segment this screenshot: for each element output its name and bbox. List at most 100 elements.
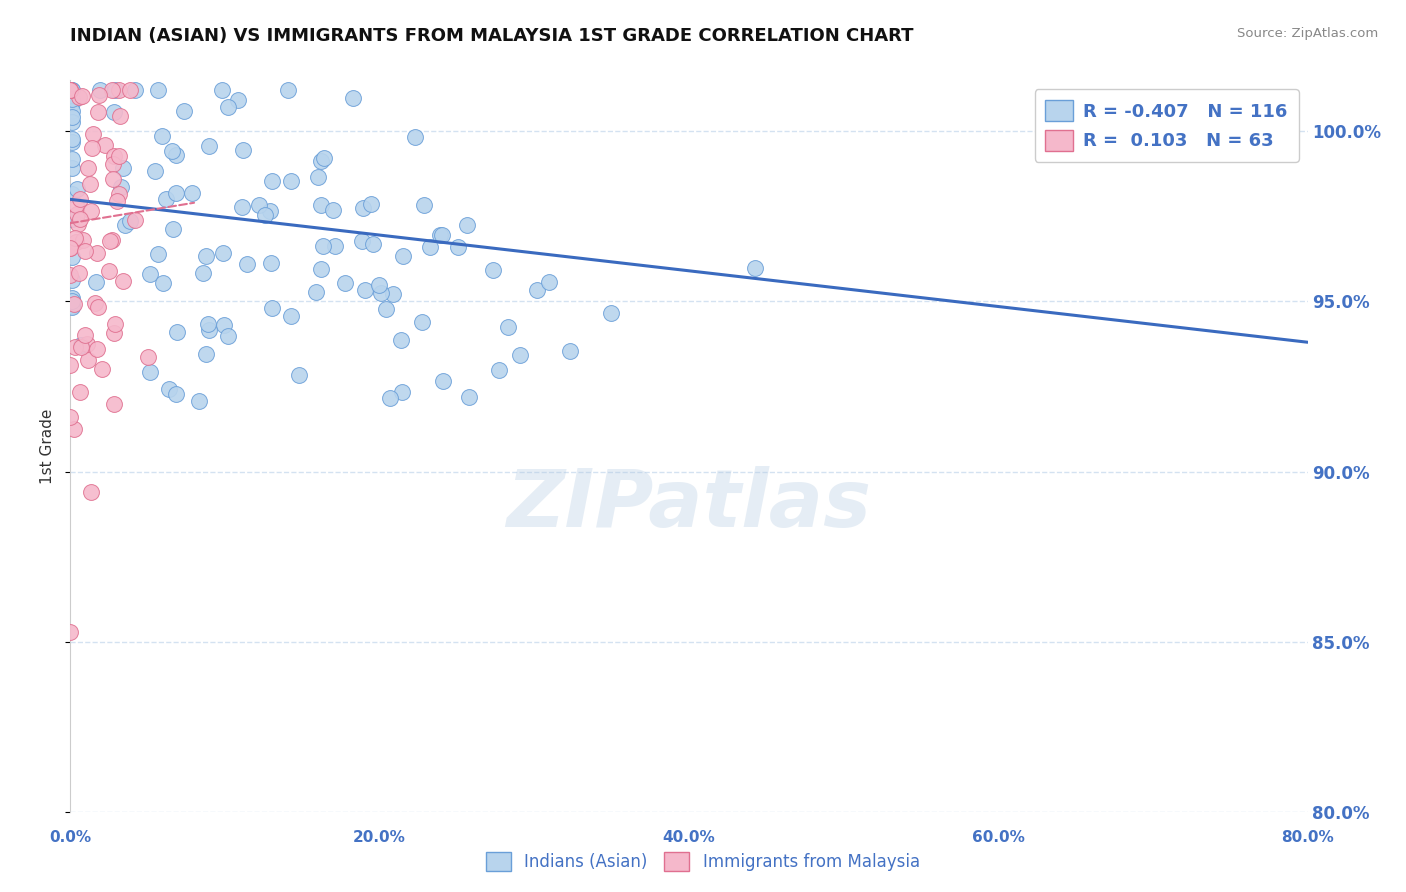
Point — [352, 234, 374, 248]
Point — [60, 135, 83, 149]
Point — [103, 149, 125, 163]
Point — [280, 173, 302, 187]
Point — [91, 362, 114, 376]
Point — [84, 275, 107, 289]
Point — [104, 317, 127, 331]
Point — [231, 200, 253, 214]
Point — [98, 235, 121, 249]
Point — [65, 198, 87, 212]
Point — [104, 83, 127, 97]
Point — [212, 318, 235, 333]
Point — [262, 174, 284, 188]
Point — [75, 244, 97, 259]
Point — [526, 283, 548, 297]
Point — [118, 213, 141, 227]
Point — [108, 149, 131, 163]
Point — [103, 326, 125, 340]
Point — [59, 241, 82, 255]
Point — [63, 422, 86, 436]
Point — [59, 624, 82, 639]
Point — [150, 128, 173, 143]
Point — [103, 157, 125, 171]
Point — [146, 83, 169, 97]
Point — [162, 222, 184, 236]
Point — [60, 131, 83, 145]
Point — [411, 315, 433, 329]
Point — [69, 192, 91, 206]
Point — [86, 246, 108, 260]
Y-axis label: 1st Grade: 1st Grade — [39, 409, 55, 483]
Point — [108, 109, 131, 123]
Point — [100, 83, 122, 97]
Point — [323, 238, 346, 252]
Point — [80, 204, 103, 219]
Point — [89, 83, 111, 97]
Point — [59, 409, 82, 424]
Point — [70, 338, 93, 352]
Point — [114, 219, 136, 233]
Point — [60, 211, 83, 226]
Point — [165, 387, 187, 401]
Point — [191, 266, 214, 280]
Point — [195, 346, 218, 360]
Text: INDIAN (ASIAN) VS IMMIGRANTS FROM MALAYSIA 1ST GRADE CORRELATION CHART: INDIAN (ASIAN) VS IMMIGRANTS FROM MALAYS… — [70, 27, 914, 45]
Text: 0.0%: 0.0% — [49, 830, 91, 846]
Point — [368, 277, 391, 292]
Point — [311, 153, 333, 168]
Point — [412, 198, 434, 212]
Point — [260, 256, 283, 270]
Point — [307, 170, 329, 185]
Point — [152, 277, 174, 291]
Point — [173, 104, 195, 119]
Point — [148, 246, 170, 260]
Point — [60, 92, 83, 106]
Point — [744, 260, 766, 275]
Point — [195, 249, 218, 263]
Point — [488, 363, 510, 377]
Point — [236, 257, 259, 271]
Point — [65, 235, 87, 249]
Point — [73, 327, 96, 342]
Point — [124, 212, 146, 227]
Point — [60, 294, 83, 309]
Point — [305, 285, 328, 300]
Legend: R = -0.407   N = 116, R =  0.103   N = 63: R = -0.407 N = 116, R = 0.103 N = 63 — [1035, 89, 1299, 161]
Point — [124, 83, 146, 97]
Point — [59, 83, 82, 97]
Point — [82, 141, 104, 155]
Point — [165, 148, 187, 162]
Point — [101, 233, 124, 247]
Point — [69, 212, 91, 227]
Point — [110, 179, 132, 194]
Point — [558, 344, 581, 359]
Point — [67, 89, 90, 103]
Point — [537, 275, 560, 289]
Point — [59, 83, 82, 97]
Point — [166, 325, 188, 339]
Point — [180, 186, 202, 201]
Point — [188, 394, 211, 409]
Point — [70, 340, 93, 354]
Point — [105, 194, 128, 208]
Point — [82, 127, 104, 141]
Point — [103, 172, 125, 186]
Point — [60, 152, 83, 166]
Point — [253, 208, 276, 222]
Point — [94, 137, 117, 152]
Point — [381, 286, 404, 301]
Point — [112, 161, 135, 176]
Point — [69, 384, 91, 399]
Point — [87, 105, 110, 120]
Point — [60, 161, 83, 175]
Text: 80.0%: 80.0% — [1281, 830, 1334, 846]
Point — [103, 105, 125, 120]
Point — [447, 240, 470, 254]
Point — [198, 323, 221, 337]
Point — [311, 198, 333, 212]
Point — [139, 268, 162, 282]
Point — [391, 384, 413, 399]
Point — [389, 333, 412, 347]
Point — [86, 343, 108, 357]
Point — [60, 251, 83, 265]
Point — [162, 144, 184, 158]
